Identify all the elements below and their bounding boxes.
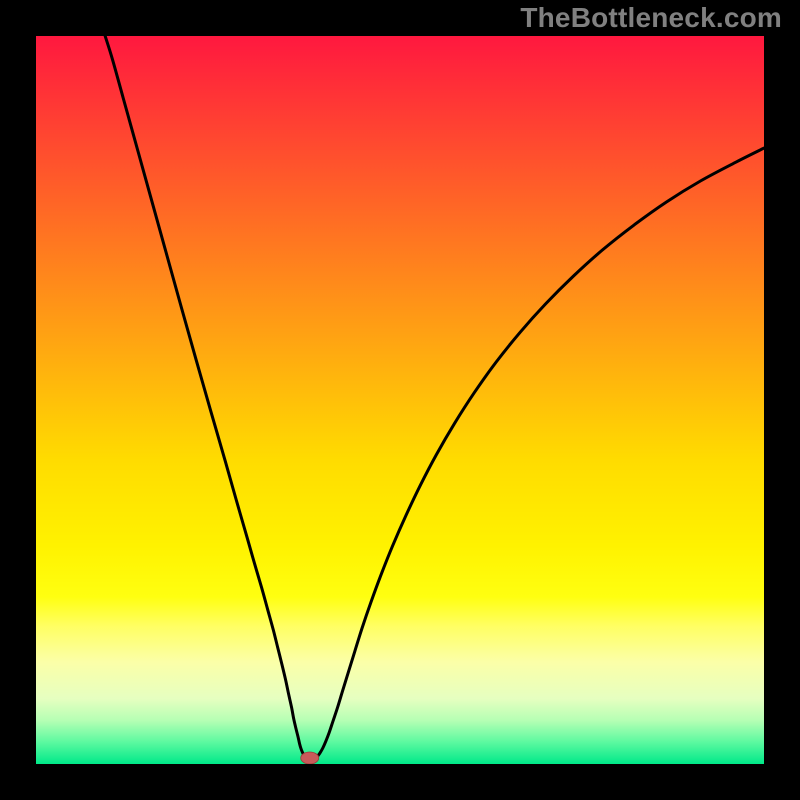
chart-container: TheBottleneck.com [0, 0, 800, 800]
watermark-text: TheBottleneck.com [520, 2, 782, 34]
plot-background [36, 36, 764, 764]
optimal-marker [301, 752, 319, 764]
bottleneck-chart [0, 0, 800, 800]
